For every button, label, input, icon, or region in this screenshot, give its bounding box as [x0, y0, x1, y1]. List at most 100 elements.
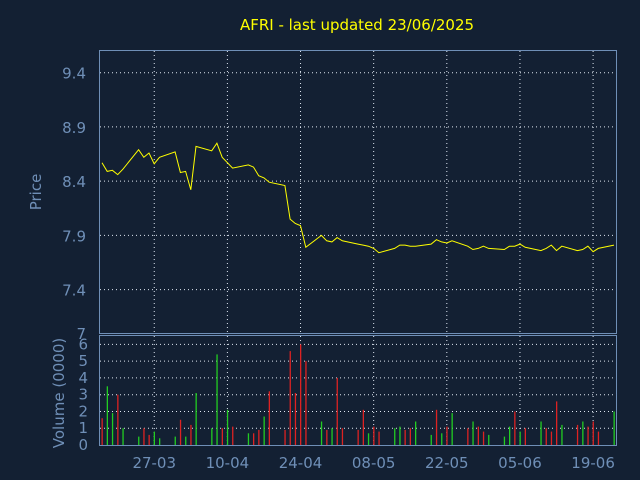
volume-axis-label: Volume (0000) [50, 338, 68, 448]
volume-bar [159, 438, 161, 445]
volume-bar [362, 409, 364, 445]
volume-tick-label: 0 [78, 436, 88, 454]
volume-bar [409, 428, 411, 445]
volume-bar [294, 393, 297, 445]
volume-bar [284, 429, 286, 445]
volume-bar [597, 431, 600, 445]
volume-bar [117, 394, 119, 445]
volume-bar [331, 428, 333, 445]
volume-bar [435, 409, 438, 445]
volume-bar [247, 433, 250, 445]
volume-bar [576, 424, 579, 445]
price-y-ticks: 9.4 8.9 8.4 7.9 7.4 7 [62, 65, 86, 343]
volume-tick-label: 1 [78, 419, 88, 437]
volume-bar [399, 426, 401, 445]
volume-bar [101, 418, 103, 445]
date-tick-label: 27-03 [132, 454, 176, 472]
volume-bar [148, 434, 150, 445]
volume-bar [211, 428, 213, 445]
volume-bar [550, 431, 553, 445]
volume-bar [451, 413, 453, 445]
date-tick-label: 10-04 [206, 454, 250, 472]
date-tick-label: 05-06 [498, 454, 542, 472]
price-axis-label: Price [27, 174, 45, 211]
volume-bar [190, 424, 192, 445]
volume-bar [106, 386, 108, 445]
volume-bar [587, 426, 589, 445]
price-tick-label: 7.4 [62, 282, 86, 300]
volume-bar [122, 428, 124, 445]
volume-bars [101, 344, 615, 445]
price-line [101, 142, 615, 254]
volume-panel-frame [99, 335, 617, 446]
volume-bar [503, 436, 506, 445]
volume-bar [268, 391, 270, 445]
volume-bar [153, 431, 155, 445]
volume-bar [441, 433, 443, 445]
volume-tick-label: 5 [78, 352, 88, 370]
price-grid [100, 51, 616, 333]
volume-bar [341, 428, 344, 445]
price-tick-label: 8.9 [62, 119, 86, 137]
price-series [101, 142, 615, 254]
volume-bar [477, 426, 479, 445]
volume-bar [138, 436, 140, 445]
volume-bar [467, 428, 469, 445]
date-tick-label: 24-04 [279, 454, 323, 472]
chart-title: AFRI - last updated 23/06/2025 [240, 16, 474, 34]
volume-bar [289, 351, 291, 445]
volume-tick-label: 4 [78, 369, 88, 387]
volume-bar [174, 436, 176, 445]
volume-bar [221, 428, 223, 445]
volume-bar [258, 429, 260, 445]
volume-bar [216, 354, 218, 445]
volume-bar [336, 377, 338, 445]
date-tick-label: 08-05 [352, 454, 396, 472]
volume-bar [415, 421, 417, 445]
volume-bar [195, 393, 197, 445]
volume-bar [556, 401, 558, 445]
volume-bar [519, 431, 521, 445]
volume-bar [367, 433, 370, 445]
volume-bar [253, 433, 255, 445]
date-tick-label: 19-06 [571, 454, 615, 472]
volume-bar [394, 428, 396, 445]
volume-bar [263, 416, 265, 445]
volume-bar [613, 411, 615, 445]
volume-bar [561, 424, 563, 445]
volume-tick-label: 6 [78, 335, 88, 353]
volume-bar [111, 413, 114, 445]
date-x-ticks: 27-03 10-04 24-04 08-05 22-05 05-06 19-06 [132, 454, 614, 472]
volume-bar [540, 421, 542, 445]
volume-bar [179, 419, 182, 445]
volume-bar [509, 426, 511, 445]
date-tick-label: 22-05 [425, 454, 469, 472]
price-tick-label: 8.4 [62, 173, 86, 191]
volume-bar [488, 434, 490, 445]
volume-bar [185, 436, 187, 445]
volume-bar [472, 421, 474, 445]
volume-bar [326, 429, 328, 445]
volume-bar [446, 426, 448, 445]
volume-tick-label: 3 [78, 386, 88, 404]
price-tick-label: 9.4 [62, 65, 86, 83]
volume-tick-label: 2 [78, 402, 88, 420]
volume-bar [378, 431, 380, 445]
volume-bar [300, 344, 302, 445]
volume-bar [232, 426, 234, 445]
volume-bar [357, 429, 359, 445]
volume-bar [320, 421, 323, 445]
price-panel-frame [99, 50, 617, 334]
volume-bar [430, 434, 432, 445]
volume-bar [143, 428, 145, 445]
volume-bar [514, 411, 516, 445]
volume-bar [482, 431, 485, 445]
volume-bar [582, 421, 584, 445]
volume-bar [373, 426, 375, 445]
volume-bar [545, 428, 547, 445]
price-tick-label: 7 [76, 325, 86, 343]
volume-grid [100, 336, 616, 445]
